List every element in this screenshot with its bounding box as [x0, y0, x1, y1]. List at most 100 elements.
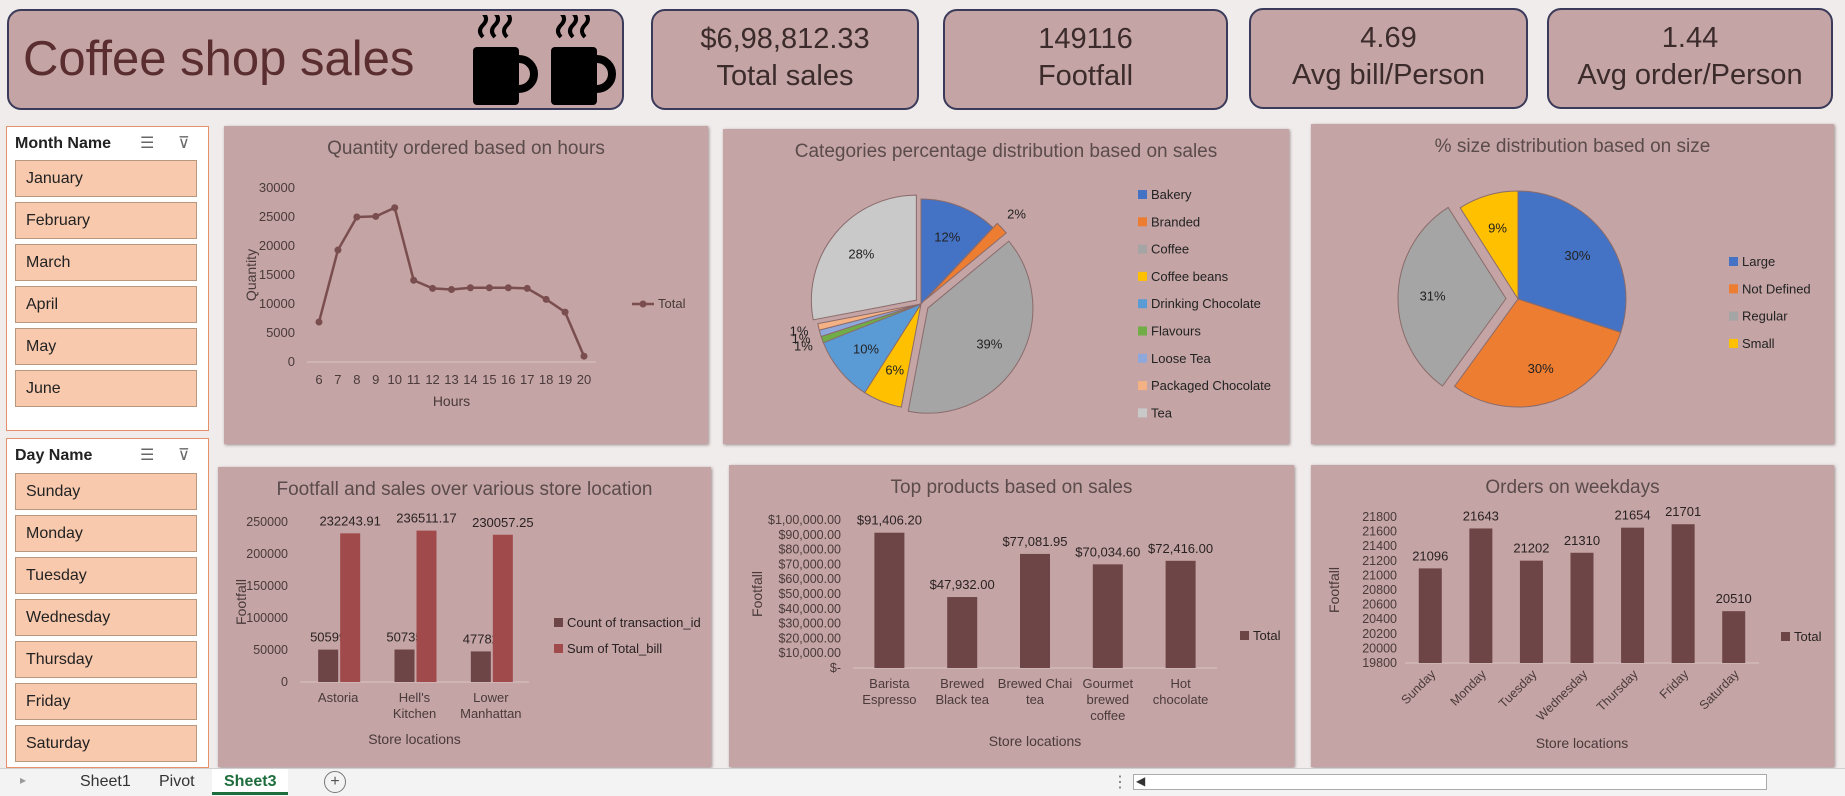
legend-label: Tea [1151, 405, 1173, 420]
bar-primary [874, 532, 905, 668]
more-options-icon[interactable]: ⋮ [1112, 774, 1128, 791]
data-point [542, 295, 550, 303]
pie-chart: 30% 30% 31% 9% Large Not Defined Regular Small [1397, 190, 1811, 408]
slicer-item-january[interactable]: January [15, 160, 197, 197]
y-tick-label: 50000 [253, 643, 288, 657]
legend-swatch [1138, 271, 1147, 281]
y-tick-label: 20400 [1362, 612, 1397, 626]
y-axis-label: Quantity [243, 249, 259, 301]
bar-chart: $-$10,000.00$20,000.00$30,000.00$40,000.… [749, 513, 1281, 749]
y-tick-label: 19800 [1362, 656, 1397, 670]
multi-select-icon[interactable]: ☰ [140, 135, 155, 152]
tab-sheet1[interactable]: Sheet1 [80, 773, 131, 790]
data-label: 50599 [310, 630, 346, 645]
slice-value-label: 9% [1488, 220, 1507, 235]
data-label: 21096 [1412, 548, 1448, 563]
x-tick-label: Lower [473, 690, 509, 705]
slicer-item-february[interactable]: February [15, 202, 197, 239]
legend-label: Not Defined [1742, 281, 1811, 296]
y-tick-label: 25000 [259, 209, 295, 224]
x-tick-label: 20 [577, 372, 591, 387]
legend-label: Total [1253, 628, 1281, 643]
x-axis-label: Hours [433, 393, 470, 409]
data-label: 232243.91 [319, 513, 380, 528]
month-slicer-title: Month Name [15, 135, 111, 152]
scroll-tabs-left-icon[interactable]: ▸ [20, 773, 27, 787]
legend-label: Large [1742, 254, 1775, 269]
kpi-value: $6,98,812.33 [700, 23, 870, 55]
chart-size-pie[interactable]: % size distribution based on size 30% 30%… [1311, 124, 1834, 444]
slicer-item-saturday[interactable]: Saturday [15, 725, 197, 762]
slice-value-label: 28% [848, 247, 874, 262]
bar-chart: 1980020000202002040020600208002100021200… [1326, 504, 1822, 751]
slicer-item-friday[interactable]: Friday [15, 683, 197, 720]
slicer-item-monday[interactable]: Monday [15, 515, 197, 552]
data-point [448, 286, 455, 293]
clear-filter-icon[interactable]: ⊽ [178, 447, 190, 464]
slicer-item-april[interactable]: April [15, 286, 197, 323]
line-chart: 0 5000 10000 15000 20000 25000 30000 6 7 8 9 10 11 12… [243, 180, 686, 409]
y-tick-label: $40,000.00 [778, 602, 841, 616]
x-tick-label: Kitchen [393, 706, 436, 721]
slicer-item-june[interactable]: June [15, 370, 197, 407]
bar-secondary [340, 533, 361, 682]
slice-value-label: 2% [1007, 206, 1026, 221]
slicer-item-wednesday[interactable]: Wednesday [15, 599, 197, 636]
scroll-left-icon[interactable]: ◀ [1136, 774, 1146, 788]
pie-slice-packaged-chocolate [817, 303, 922, 331]
y-tick-label: 250000 [246, 515, 288, 529]
pie-chart: 12% 2% 39% 6% 10% 1%1%1% 28% Bakery Branded Coffe… [790, 187, 1271, 420]
chart-title: % size distribution based on size [1434, 136, 1711, 157]
data-point [334, 246, 342, 254]
bar-primary [1621, 527, 1645, 663]
multi-select-icon[interactable]: ☰ [140, 447, 155, 464]
legend-label: Coffee beans [1151, 269, 1229, 284]
data-point [315, 318, 323, 326]
pie-slice-regular [1397, 206, 1507, 387]
horizontal-scrollbar[interactable]: ◀ [1133, 774, 1767, 790]
data-label: 21643 [1463, 508, 1499, 523]
y-tick-label: 0 [281, 675, 288, 689]
chart-orders-weekdays[interactable]: Orders on weekdays 19800 20000 20200 20400 2… [1311, 465, 1834, 767]
pie-slice-large [1517, 190, 1627, 334]
kpi-value: 1.44 [1661, 22, 1719, 54]
bar-primary [394, 649, 415, 682]
legend-swatch [1729, 257, 1738, 266]
bar-primary [947, 597, 978, 668]
slicer-item-thursday[interactable]: Thursday [15, 641, 197, 678]
y-tick-label: 20600 [1362, 598, 1397, 612]
x-tick-label: Hell's [399, 690, 431, 705]
slicer-item-sunday[interactable]: Sunday [15, 473, 197, 510]
legend-label: Sum of Total_bill [567, 641, 662, 656]
legend-swatch [1138, 190, 1147, 199]
x-tick-label: 15 [482, 372, 496, 387]
slicer-item-march[interactable]: March [15, 244, 197, 281]
bar-primary [318, 649, 339, 682]
slice-value-label: 10% [853, 342, 879, 357]
add-sheet-icon[interactable]: + [324, 771, 346, 793]
chart-top-products[interactable]: Top products based on sales $- $10,000.00… [729, 465, 1294, 767]
slicer-item-tuesday[interactable]: Tuesday [15, 557, 197, 594]
data-label: $72,416.00 [1148, 541, 1213, 556]
slicer-item-may[interactable]: May [15, 328, 197, 365]
y-tick-label: $1,00,000.00 [768, 513, 841, 527]
tab-pivot[interactable]: Pivot [159, 773, 195, 790]
day-slicer: Day Name ☰ ⊽ Sunday Monday Tuesday Wednesda… [6, 438, 209, 768]
y-tick-label: 10000 [259, 296, 295, 311]
y-tick-label: $90,000.00 [778, 528, 841, 542]
x-tick-label: Thursday [1594, 667, 1641, 714]
data-label: 47782 [463, 631, 499, 646]
y-tick-label: $10,000.00 [778, 646, 841, 660]
legend-swatch [1781, 632, 1790, 641]
x-tick-label: tea [1026, 692, 1045, 707]
legend-label: Bakery [1151, 187, 1192, 202]
sheet-tab-bar: ▸ Sheet1 Pivot Sheet3 + ⋮ ◀ [0, 768, 1845, 796]
clear-filter-icon[interactable]: ⊽ [178, 135, 190, 152]
slice-value-label: 1% [792, 331, 811, 346]
chart-footfall-sales-location[interactable]: Footfall and sales over various store lo… [218, 467, 711, 767]
tab-sheet3[interactable]: Sheet3 [212, 769, 289, 795]
chart-categories-pie[interactable]: Categories percentage distribution based… [723, 129, 1289, 444]
chart-quantity-by-hours[interactable]: Quantity ordered based on hours 0 5000 100… [224, 126, 708, 444]
x-tick-label: 8 [353, 372, 360, 387]
kpi-value: 4.69 [1360, 22, 1417, 54]
